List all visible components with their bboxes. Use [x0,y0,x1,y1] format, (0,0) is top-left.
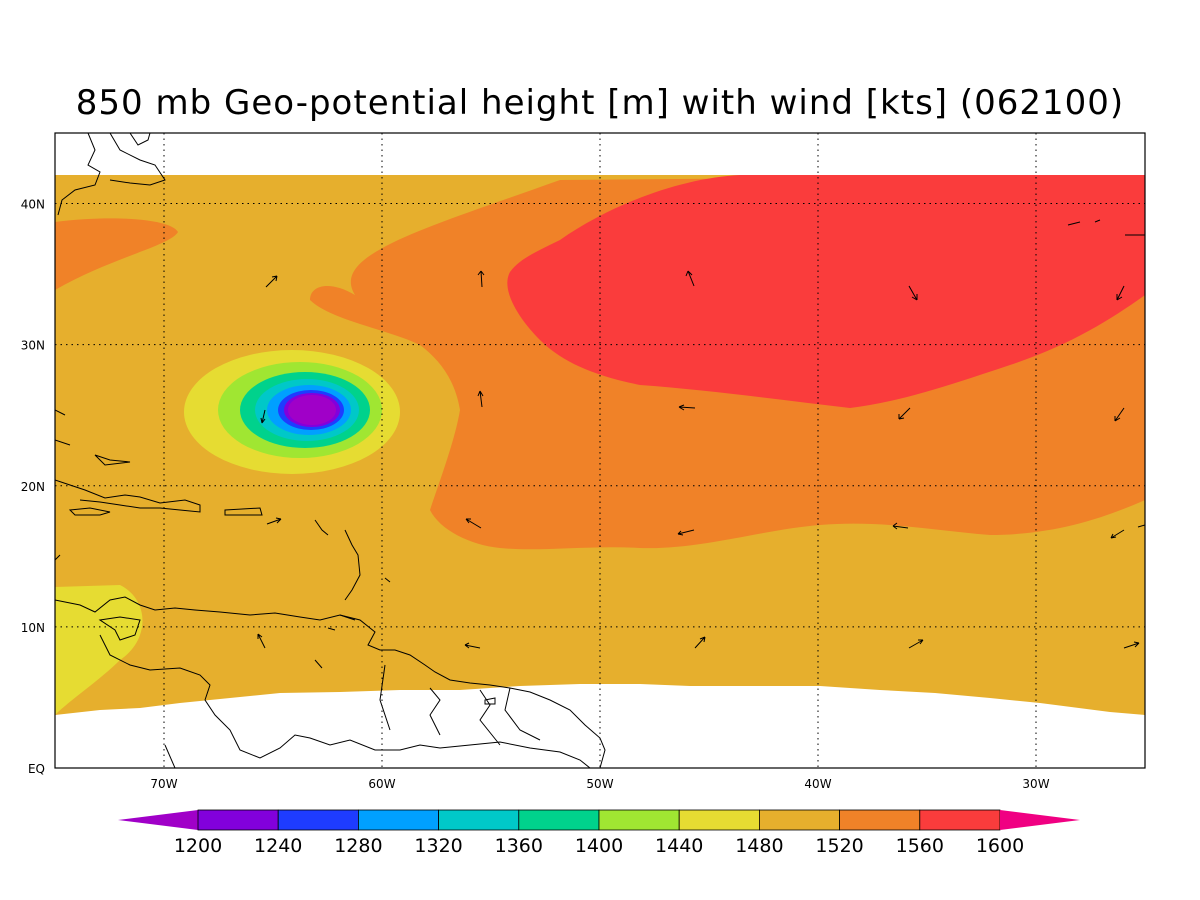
longitude-tick-label: 70W [150,777,177,791]
latitude-tick-label: 20N [21,480,45,494]
colorbar-max-extension [1000,810,1080,830]
height-region-1600 [507,175,1145,408]
longitude-tick-labels: 70W 60W 50W 40W 30W [150,777,1049,791]
longitude-tick-label: 50W [586,777,613,791]
colorbar-level-label: 1400 [575,835,623,857]
colorbar-swatch [598,809,680,831]
colorbar-swatch [919,809,1001,831]
longitude-tick-label: 60W [368,777,395,791]
latitude-tick-label: EQ [28,762,45,776]
colorbar-swatch [678,809,760,831]
colorbar-level-label: 1480 [735,835,783,857]
colorbar-swatch [759,809,841,831]
colorbar-swatch [197,809,279,831]
latitude-tick-label: 10N [21,621,45,635]
chart-title: 850 mb Geo-potential height [m] with win… [76,83,1124,123]
latitude-tick-label: 40N [21,198,45,212]
colorbar-level-label: 1360 [495,835,543,857]
colorbar-min-extension [118,810,198,830]
colorbar-swatch [357,809,439,831]
colorbar-level-label: 1560 [896,835,944,857]
colorbar-level-label: 1240 [254,835,302,857]
height-region-1200 [288,395,336,425]
colorbar-swatch [839,809,921,831]
graticule [55,133,1145,768]
colorbar-level-label: 1520 [815,835,863,857]
colorbar-level-label: 1600 [976,835,1024,857]
longitude-tick-label: 40W [804,777,831,791]
colorbar-level-label: 1200 [174,835,222,857]
colorbar-level-label: 1440 [655,835,703,857]
longitude-tick-label: 30W [1022,777,1049,791]
plot-frame [54,132,1146,769]
wind-vectors [257,270,1140,649]
latitude-tick-label: 30N [21,339,45,353]
colorbar: 1200 1240 1280 1320 1360 1400 1440 1480 1520 1560… [118,809,1080,857]
height-region-1560-west [55,218,178,290]
coastlines [55,133,1145,768]
latitude-tick-labels: EQ 10N 20N 30N 40N [21,198,45,776]
plot-area [55,133,1145,768]
colorbar-swatch [518,809,600,831]
colorbar-level-label: 1280 [334,835,382,857]
colorbar-swatch [438,809,520,831]
colorbar-level-label: 1320 [414,835,462,857]
colorbar-swatch [277,809,359,831]
